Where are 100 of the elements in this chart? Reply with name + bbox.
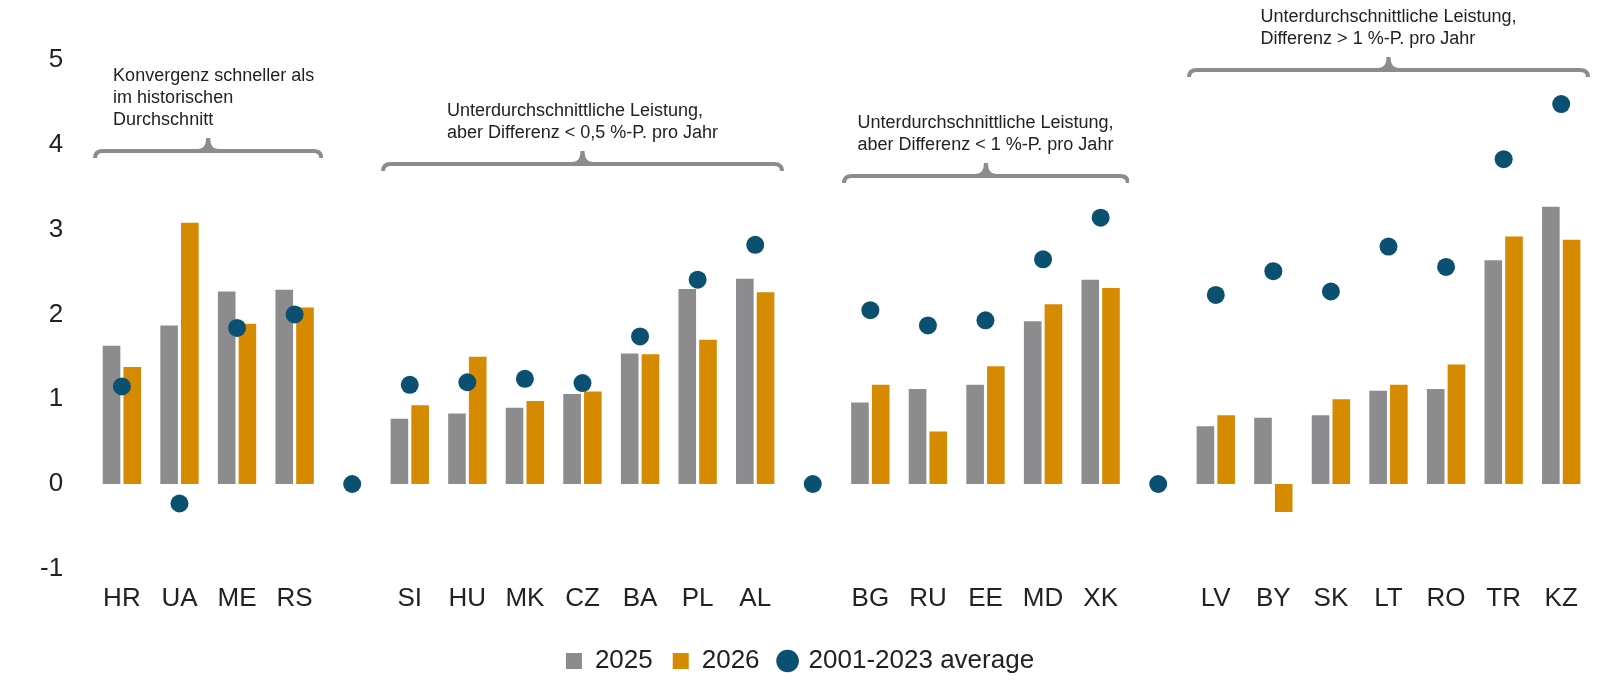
bar xyxy=(1426,389,1445,484)
bar xyxy=(1562,239,1581,484)
bar xyxy=(929,431,948,484)
legend-label: 2001-2023 average xyxy=(808,644,1035,675)
y-tick-label: 2 xyxy=(48,297,64,328)
bar xyxy=(1044,304,1063,484)
bar xyxy=(641,354,660,484)
point xyxy=(1494,150,1513,169)
x-tick-label: PL xyxy=(681,581,714,612)
bar xyxy=(1390,384,1408,484)
x-tick-label: SK xyxy=(1313,581,1349,612)
bar xyxy=(1254,417,1272,484)
x-tick-label: HR xyxy=(103,581,141,612)
point xyxy=(1552,95,1571,114)
y-tick-label: 3 xyxy=(48,212,64,243)
point xyxy=(170,494,189,513)
x-tick-label: AL xyxy=(739,581,772,612)
bar xyxy=(908,389,927,484)
bar xyxy=(1023,321,1042,484)
bar xyxy=(296,307,314,484)
point xyxy=(515,369,534,388)
bar xyxy=(1447,364,1466,484)
bar xyxy=(1274,484,1293,512)
bar xyxy=(699,339,717,484)
x-tick-label: RO xyxy=(1426,581,1466,612)
point xyxy=(803,475,822,493)
bar xyxy=(678,288,697,484)
point xyxy=(1149,475,1168,493)
bar xyxy=(1369,390,1387,484)
bar xyxy=(390,418,409,484)
bar xyxy=(851,402,869,484)
x-tick-label: HU xyxy=(448,581,487,612)
point xyxy=(688,270,707,289)
bar xyxy=(1081,279,1100,484)
y-tick-label: 0 xyxy=(48,467,64,498)
bar xyxy=(584,391,602,484)
bar xyxy=(181,222,199,484)
bar xyxy=(1484,260,1503,484)
point xyxy=(458,373,477,392)
x-tick-label: BG xyxy=(851,581,890,612)
bar xyxy=(448,413,466,484)
x-tick-label: BA xyxy=(622,581,659,612)
bar xyxy=(526,400,545,484)
point xyxy=(631,327,650,346)
x-tick-label: MK xyxy=(505,581,546,612)
bar xyxy=(1196,426,1215,484)
bar xyxy=(160,325,178,484)
bar xyxy=(871,384,890,484)
bar xyxy=(275,289,294,484)
point xyxy=(918,316,937,335)
point xyxy=(112,377,131,396)
point xyxy=(1379,237,1398,256)
x-tick-label: ME xyxy=(217,581,257,612)
annotation: Unterdurchschnittliche Leistung, aber Differenz < 0,5 %-P. pro Jahr xyxy=(446,98,718,143)
x-tick-label: BY xyxy=(1256,581,1291,612)
point xyxy=(1264,262,1283,281)
bar xyxy=(1311,415,1330,484)
x-tick-label: RS xyxy=(276,581,313,612)
bar xyxy=(1102,288,1120,484)
bar xyxy=(620,353,639,484)
bar xyxy=(217,291,236,484)
legend-label: 2025 xyxy=(594,644,653,675)
bar xyxy=(966,384,984,484)
y-tick-label: 1 xyxy=(48,382,64,413)
y-tick-label: 4 xyxy=(48,127,64,158)
x-tick-label: RU xyxy=(909,581,947,612)
bar xyxy=(505,407,524,484)
x-tick-label: CZ xyxy=(565,581,600,612)
bar xyxy=(468,356,487,484)
x-tick-label: MD xyxy=(1022,581,1064,612)
point xyxy=(861,301,880,320)
text: Unterdurchschnittliche Leistung, Differenz > 1 %-P. pro Jahr xyxy=(1260,5,1517,50)
bar xyxy=(238,323,257,484)
x-tick-label: LV xyxy=(1200,581,1232,612)
y-tick-label: 5 xyxy=(48,43,64,74)
x-tick-label: XK xyxy=(1083,581,1119,612)
point xyxy=(1321,282,1340,301)
point xyxy=(1206,285,1225,304)
x-tick-label: SI xyxy=(397,581,423,612)
point xyxy=(400,375,419,394)
annotation: Unterdurchschnittliche Leistung, aber Differenz < 1 %-P. pro Jahr xyxy=(857,111,1114,156)
point xyxy=(228,318,247,337)
x-tick-label: EE xyxy=(968,581,1003,612)
bar xyxy=(1332,399,1351,484)
bar xyxy=(123,366,142,484)
annotation: Konvergenz schneller als im historischen Durchschnitt xyxy=(113,64,315,131)
point xyxy=(1034,250,1053,269)
point xyxy=(1091,208,1110,227)
bar xyxy=(411,405,429,484)
bar xyxy=(736,278,754,484)
x-tick-label: LT xyxy=(1374,581,1403,612)
bar xyxy=(1217,415,1235,484)
x-tick-label: KZ xyxy=(1544,581,1578,612)
bar xyxy=(1505,236,1523,484)
point xyxy=(343,475,362,493)
x-tick-label: UA xyxy=(161,581,199,612)
bar xyxy=(756,292,775,484)
legend-label: 2026 xyxy=(701,644,760,675)
bar xyxy=(102,345,121,484)
point xyxy=(573,374,592,393)
